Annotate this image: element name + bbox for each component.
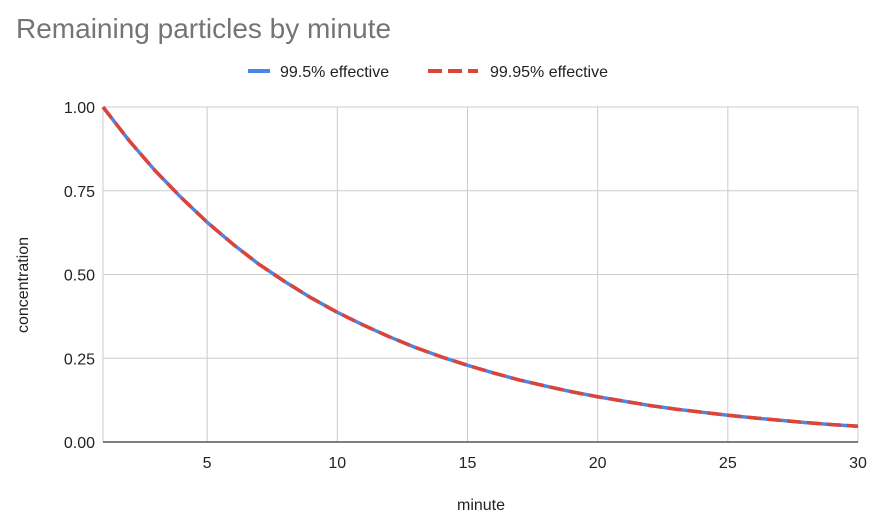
- x-axis-ticks: 5 10 15 20 25 30: [203, 455, 867, 472]
- y-axis-title: concentration: [15, 237, 32, 333]
- chart-title: Remaining particles by minute: [16, 13, 391, 44]
- gridlines: [102, 106, 859, 443]
- series-line-2[interactable]: [101, 105, 859, 428]
- y-tick-label: 0.50: [64, 268, 95, 285]
- x-tick-label: 5: [203, 455, 212, 472]
- x-tick-label: 10: [328, 455, 346, 472]
- x-tick-label: 20: [589, 455, 607, 472]
- x-axis-title: minute: [457, 497, 505, 514]
- y-tick-label: 0.00: [64, 435, 95, 452]
- x-tick-label: 25: [719, 455, 737, 472]
- x-tick-label: 30: [849, 455, 867, 472]
- x-tick-label: 15: [459, 455, 477, 472]
- legend-item-series-2[interactable]: 99.95% effective: [428, 64, 608, 81]
- legend-label-series-2: 99.95% effective: [490, 64, 608, 81]
- legend-label-series-1: 99.5% effective: [280, 64, 389, 81]
- y-tick-label: 1.00: [64, 100, 95, 117]
- y-tick-label: 0.75: [64, 184, 95, 201]
- y-tick-label: 0.25: [64, 351, 95, 368]
- series-lines: [101, 105, 859, 428]
- series-line-1[interactable]: [101, 105, 859, 428]
- legend: 99.5% effective 99.95% effective: [248, 64, 608, 81]
- y-axis-ticks: 0.00 0.25 0.50 0.75 1.00: [64, 100, 95, 452]
- legend-item-series-1[interactable]: 99.5% effective: [248, 64, 389, 81]
